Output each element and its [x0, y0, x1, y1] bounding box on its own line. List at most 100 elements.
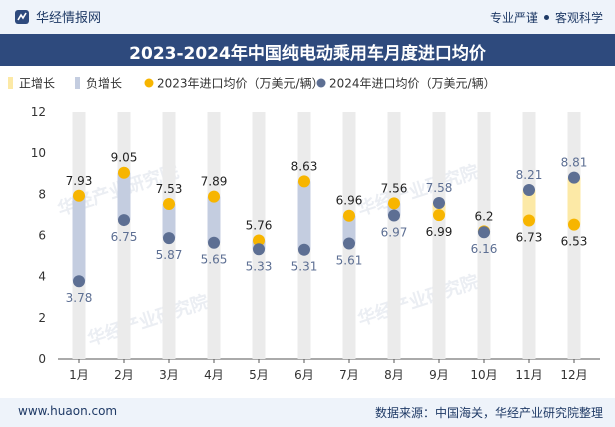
point-2023 [163, 198, 175, 211]
point-2023 [253, 234, 265, 247]
x-tick-label: 7月 [339, 368, 359, 382]
diff-bar [342, 215, 356, 244]
watermark-text: 华经产业研究院 [355, 270, 482, 330]
diff-bar [297, 181, 311, 250]
label-2024: 3.78 [66, 291, 93, 305]
point-2023 [73, 189, 85, 202]
point-2023 [118, 166, 130, 179]
point-2024 [118, 214, 130, 227]
legend-label-3: 2024年进口均价（万美元/辆） [329, 77, 496, 91]
y-tick-label: 2 [38, 311, 46, 325]
chart-title: 2023-2024年中国纯电动乘用车月度进口均价 [129, 44, 486, 64]
y-tick-label: 12 [31, 105, 46, 119]
footer: www.huaon.com 数据来源：中国海关，华经产业研究院整理 [0, 398, 615, 427]
diff-bar [117, 172, 131, 221]
point-2024 [568, 171, 580, 184]
diff-bar [72, 195, 86, 282]
x-tick-label: 1月 [69, 368, 89, 382]
watermark-text: 华经产业研究院 [85, 290, 212, 350]
label-2023: 6.96 [336, 194, 363, 208]
label-2023: 9.05 [111, 151, 138, 165]
x-tick-label: 2月 [114, 368, 134, 382]
legend-swatch-1 [75, 77, 80, 89]
label-2023: 6.73 [516, 230, 543, 244]
y-tick-label: 8 [38, 187, 46, 201]
label-2023: 6.2 [474, 209, 493, 223]
footer-source: 数据来源：中国海关，华经产业研究院整理 [374, 406, 603, 420]
top-bar: 华经情报网 专业严谨 客观科学 [0, 0, 615, 34]
legend-label-2: 2023年进口均价（万美元/辆） [157, 77, 324, 91]
label-2024: 5.61 [336, 254, 363, 268]
point-2023 [208, 190, 220, 203]
point-2023 [568, 218, 580, 231]
x-tick-label: 11月 [515, 368, 542, 382]
label-2023: 7.93 [66, 174, 93, 188]
tagline: 专业严谨 客观科学 [490, 9, 603, 26]
title-band: 2023-2024年中国纯电动乘用车月度进口均价 [0, 34, 615, 66]
diff-bar [567, 177, 581, 225]
x-tick-label: 9月 [429, 368, 449, 382]
legend-marker-2 [144, 78, 154, 88]
point-2023 [343, 209, 355, 222]
point-2024 [343, 237, 355, 250]
legend-label-1: 负增长 [86, 77, 122, 91]
label-2024: 8.21 [516, 168, 543, 182]
track-bar [387, 112, 401, 359]
point-2024 [298, 243, 310, 256]
label-2024: 5.87 [156, 248, 183, 262]
label-2023: 6.53 [561, 235, 588, 249]
x-tick-label: 5月 [249, 368, 269, 382]
point-2023 [433, 209, 445, 222]
footer-site[interactable]: www.huaon.com [18, 404, 118, 418]
bullet-icon [543, 15, 549, 20]
point-2024 [433, 196, 445, 209]
x-tick-label: 4月 [204, 368, 224, 382]
brand-name: 华经情报网 [36, 11, 102, 26]
point-2024 [253, 243, 265, 256]
y-tick-label: 6 [38, 229, 46, 243]
point-2024 [163, 232, 175, 245]
brand[interactable]: 华经情报网 [14, 7, 101, 26]
label-2024: 5.33 [246, 259, 273, 273]
y-tick-label: 10 [31, 146, 46, 160]
legend-swatch-0 [8, 77, 13, 89]
point-2023 [298, 175, 310, 188]
x-tick-label: 12月 [560, 368, 587, 382]
label-2023: 8.63 [291, 159, 318, 173]
tagline-1: 专业严谨 [489, 11, 538, 25]
chart-area: 华经产业研究院华经产业研究院华经产业研究院华经产业研究院正增长负增长2023年进… [0, 66, 615, 402]
label-2024: 6.75 [111, 230, 138, 244]
point-2024 [523, 184, 535, 197]
label-2023: 7.53 [156, 182, 183, 196]
point-2024 [388, 209, 400, 222]
watermark-text: 华经产业研究院 [355, 160, 482, 220]
chart-svg: 华经产业研究院华经产业研究院华经产业研究院华经产业研究院正增长负增长2023年进… [8, 77, 600, 382]
x-tick-label: 6月 [294, 368, 314, 382]
tagline-2: 客观科学 [554, 11, 603, 25]
point-2024 [478, 226, 490, 239]
label-2023: 6.99 [426, 225, 453, 239]
legend-marker-3 [316, 78, 326, 88]
y-tick-label: 4 [38, 270, 46, 284]
x-tick-label: 8月 [384, 368, 404, 382]
track-bar [522, 112, 536, 359]
label-2024: 6.97 [381, 226, 408, 240]
x-tick-label: 10月 [470, 368, 497, 382]
diff-bar [522, 190, 536, 221]
point-2023 [523, 214, 535, 227]
point-2023 [388, 197, 400, 210]
label-2023: 7.89 [201, 175, 228, 189]
label-2024: 5.65 [201, 253, 228, 267]
label-2024: 6.16 [471, 242, 498, 256]
legend-label-0: 正增长 [19, 77, 55, 91]
y-tick-label: 0 [38, 352, 46, 366]
point-2024 [73, 275, 85, 288]
brand-logo-icon [15, 9, 29, 24]
label-2024: 7.58 [426, 181, 453, 195]
diff-bar [162, 204, 176, 239]
label-2024: 5.31 [291, 260, 318, 274]
label-2023: 5.76 [246, 218, 273, 232]
label-2023: 7.56 [381, 181, 408, 195]
track-bar [432, 112, 446, 359]
point-2024 [208, 236, 220, 249]
